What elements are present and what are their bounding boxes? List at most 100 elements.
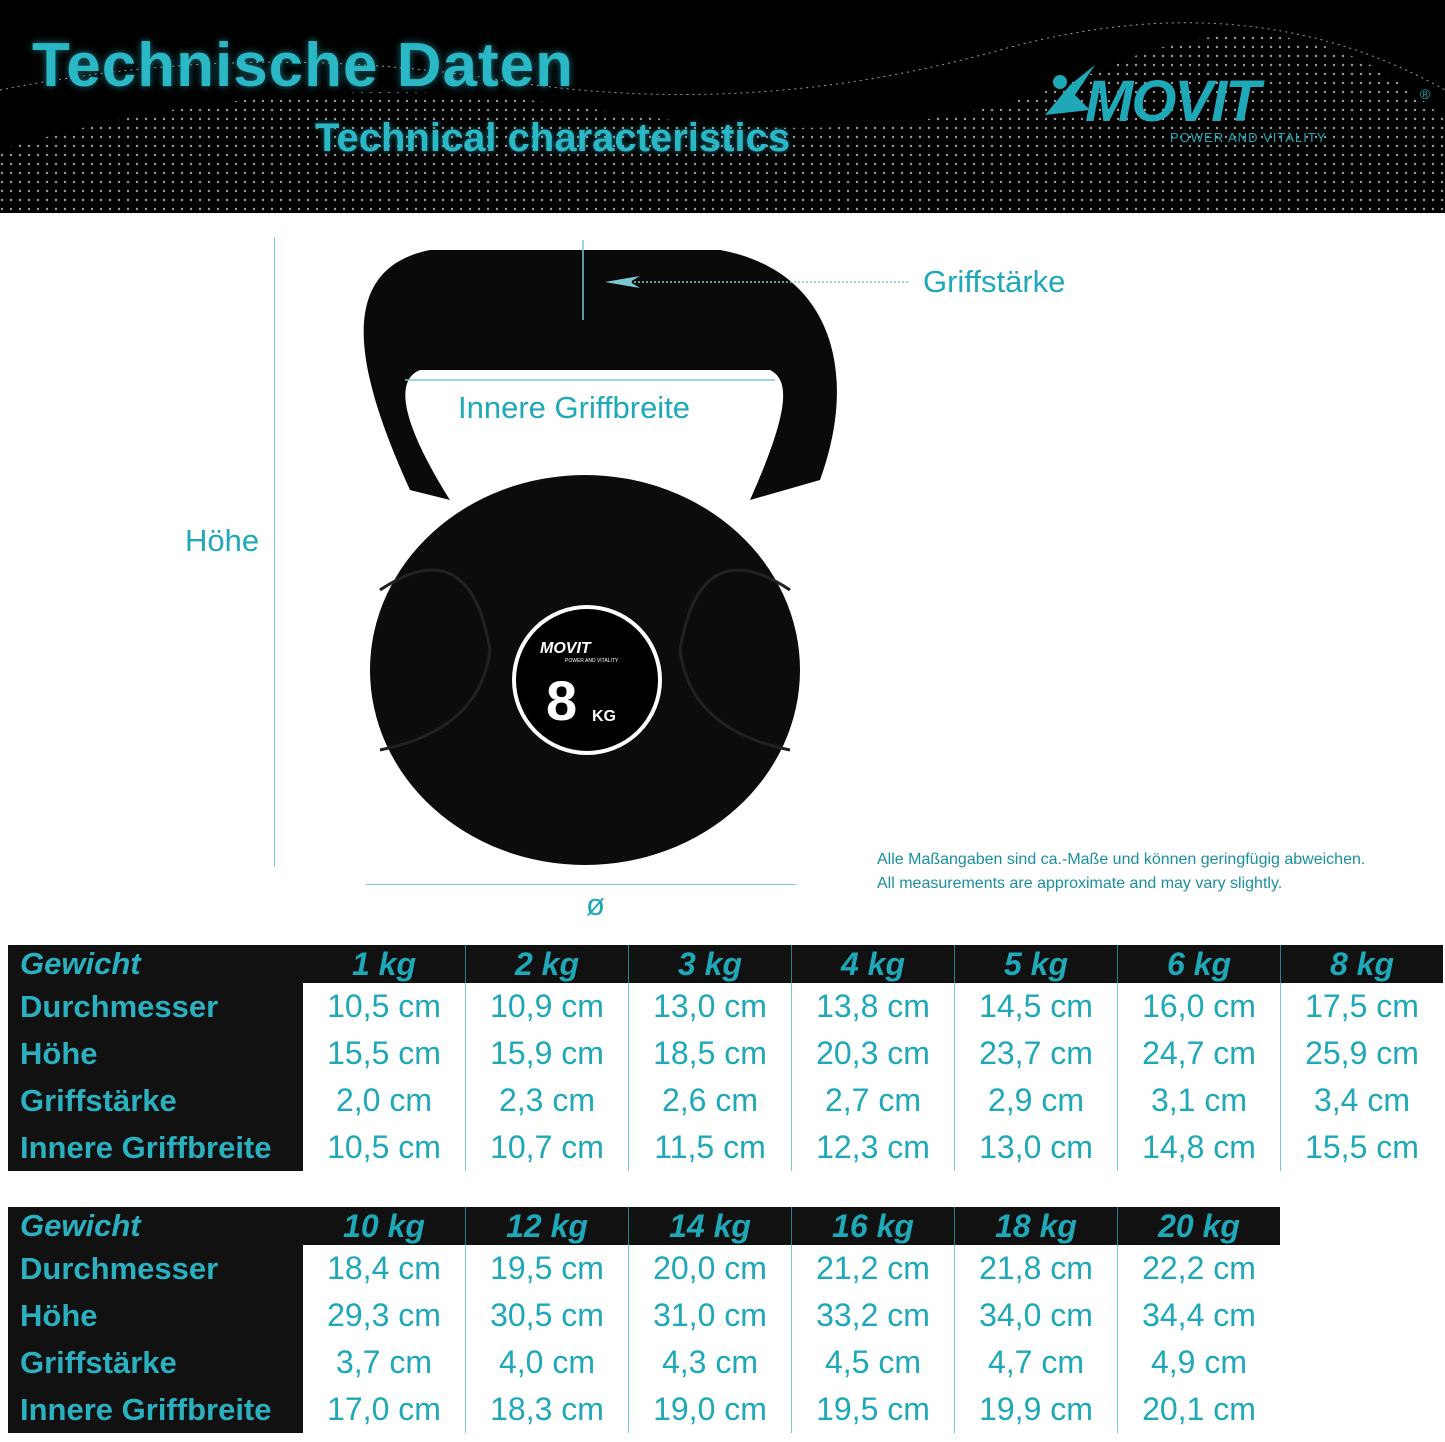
weight-cell: 12 kg (465, 1207, 629, 1245)
value-cell: 19,0 cm (628, 1386, 792, 1433)
logo-tagline: POWER AND VITALITY (1170, 130, 1327, 145)
title-english: Technical characteristics (315, 116, 791, 160)
row-label: Innere Griffbreite (8, 1124, 303, 1171)
table-row: Griffstärke 2,0 cm 2,3 cm 2,6 cm 2,7 cm 2,9 c… (8, 1077, 1443, 1124)
value-cell: 19,9 cm (954, 1386, 1118, 1433)
weight-cell: 1 kg (303, 945, 466, 983)
value-cell: 2,9 cm (954, 1077, 1118, 1124)
value-cell: 10,5 cm (327, 988, 441, 1024)
movit-logo: MOVIT ® POWER AND VITALITY (1040, 60, 1440, 160)
runner-icon (1045, 65, 1095, 115)
weight-cell: 4 kg (791, 945, 955, 983)
weight-cell: 20 kg (1117, 1207, 1280, 1245)
weight-cell: 2 kg (465, 945, 629, 983)
value-cell: 13,0 cm (954, 1124, 1118, 1171)
label-grip-thickness: Griffstärke (923, 264, 1066, 299)
value-cell: 16,0 cm (1117, 983, 1281, 1030)
label-height: Höhe (185, 523, 260, 558)
row-label: Griffstärke (8, 1339, 303, 1386)
value-cell: 10,5 cm (327, 1129, 441, 1165)
value-cell: 19,5 cm (465, 1245, 629, 1292)
weight-cell: 14 kg (628, 1207, 792, 1245)
value-cell: 20,1 cm (1117, 1386, 1280, 1433)
value-cell: 13,8 cm (791, 983, 955, 1030)
value-cell: 31,0 cm (628, 1292, 792, 1339)
value-cell: 2,7 cm (791, 1077, 955, 1124)
title-german: Technische Daten (32, 31, 575, 100)
value-cell: 15,5 cm (1280, 1124, 1443, 1171)
value-cell: 2,0 cm (335, 1082, 433, 1118)
table-row: Innere Griffbreite 10,5 cm 10,7 cm 11,5 cm 1… (8, 1124, 1443, 1171)
note-german: Alle Maßangaben sind ca.-Maße und können… (877, 851, 1366, 868)
value-cell: 11,5 cm (628, 1124, 792, 1171)
value-cell: 30,5 cm (465, 1292, 629, 1339)
table-row: Griffstärke 3,7 cm 4,0 cm 4,3 cm 4,5 cm 4,7 c… (8, 1339, 1280, 1386)
row-label: Gewicht (8, 945, 303, 983)
value-cell: 18,4 cm (327, 1250, 441, 1286)
table-row: Höhe 15,5 cm 15,9 cm 18,5 cm 20,3 cm 23,7 cm 2… (8, 1030, 1443, 1077)
row-label: Gewicht (8, 1207, 303, 1245)
value-cell: 4,5 cm (791, 1339, 955, 1386)
value-cell: 13,0 cm (628, 983, 792, 1030)
value-cell: 4,0 cm (465, 1339, 629, 1386)
value-cell: 20,3 cm (791, 1030, 955, 1077)
row-label: Griffstärke (8, 1077, 303, 1124)
measurement-note: Alle Maßangaben sind ca.-Maße und können… (877, 848, 1365, 896)
value-cell: 17,5 cm (1280, 983, 1443, 1030)
value-cell: 17,0 cm (327, 1391, 441, 1427)
height-measure-line (274, 237, 275, 867)
row-label: Durchmesser (8, 1245, 303, 1292)
weight-cell: 10 kg (303, 1207, 466, 1245)
weight-cell: 6 kg (1117, 945, 1281, 983)
value-cell: 34,0 cm (954, 1292, 1118, 1339)
note-english: All measurements are approximate and may… (877, 875, 1283, 892)
value-cell: 10,7 cm (465, 1124, 629, 1171)
row-label: Höhe (8, 1030, 303, 1077)
table-row: Innere Griffbreite 17,0 cm 18,3 cm 19,0 cm 1… (8, 1386, 1280, 1433)
label-inner-grip-width: Innere Griffbreite (458, 390, 691, 425)
value-cell: 23,7 cm (954, 1030, 1118, 1077)
value-cell: 22,2 cm (1117, 1245, 1280, 1292)
weight-cell: 3 kg (628, 945, 792, 983)
value-cell: 19,5 cm (791, 1386, 955, 1433)
row-label: Durchmesser (8, 983, 303, 1030)
value-cell: 15,9 cm (465, 1030, 629, 1077)
value-cell: 4,3 cm (628, 1339, 792, 1386)
value-cell: 21,2 cm (791, 1245, 955, 1292)
value-cell: 4,9 cm (1117, 1339, 1280, 1386)
value-cell: 2,6 cm (628, 1077, 792, 1124)
value-cell: 10,9 cm (465, 983, 629, 1030)
weight-cell: 5 kg (954, 945, 1118, 983)
header-banner: Technische Daten Technical characteristi… (0, 0, 1445, 213)
row-label: Innere Griffbreite (8, 1386, 303, 1433)
value-cell: 20,0 cm (628, 1245, 792, 1292)
value-cell: 18,5 cm (628, 1030, 792, 1077)
table-row: Höhe 29,3 cm 30,5 cm 31,0 cm 33,2 cm 34,0 cm 3… (8, 1292, 1280, 1339)
weight-badge (512, 605, 662, 755)
value-cell: 29,3 cm (327, 1297, 441, 1333)
weight-cell: 18 kg (954, 1207, 1118, 1245)
value-cell: 18,3 cm (465, 1386, 629, 1433)
logo-wordmark: MOVIT (1085, 69, 1261, 134)
row-label: Höhe (8, 1292, 303, 1339)
badge-brand: MOVIT (540, 640, 591, 657)
diameter-measure-line (366, 884, 796, 885)
spec-table-2: Gewicht 10 kg 12 kg 14 kg 16 kg 18 kg 20 kg Dur… (8, 1207, 1280, 1433)
value-cell: 24,7 cm (1117, 1030, 1281, 1077)
weight-cell: 8 kg (1280, 945, 1443, 983)
label-diameter: ø (586, 887, 605, 922)
badge-tagline: POWER AND VITALITY (565, 658, 619, 664)
value-cell: 2,3 cm (465, 1077, 629, 1124)
value-cell: 34,4 cm (1117, 1292, 1280, 1339)
value-cell: 15,5 cm (327, 1035, 441, 1071)
value-cell: 25,9 cm (1280, 1030, 1443, 1077)
spec-table-1: Gewicht 1 kg 2 kg 3 kg 4 kg 5 kg 6 kg 8 kg Durch… (8, 945, 1443, 1171)
registered-mark: ® (1420, 86, 1431, 102)
value-cell: 33,2 cm (791, 1292, 955, 1339)
header-row: Gewicht 10 kg 12 kg 14 kg 16 kg 18 kg 20 kg (8, 1207, 1280, 1245)
table-row: Durchmesser 10,5 cm 10,9 cm 13,0 cm 13,8 cm 1… (8, 983, 1443, 1030)
value-cell: 3,4 cm (1280, 1077, 1443, 1124)
header-row: Gewicht 1 kg 2 kg 3 kg 4 kg 5 kg 6 kg 8 kg (8, 945, 1443, 983)
value-cell: 12,3 cm (791, 1124, 955, 1171)
value-cell: 21,8 cm (954, 1245, 1118, 1292)
